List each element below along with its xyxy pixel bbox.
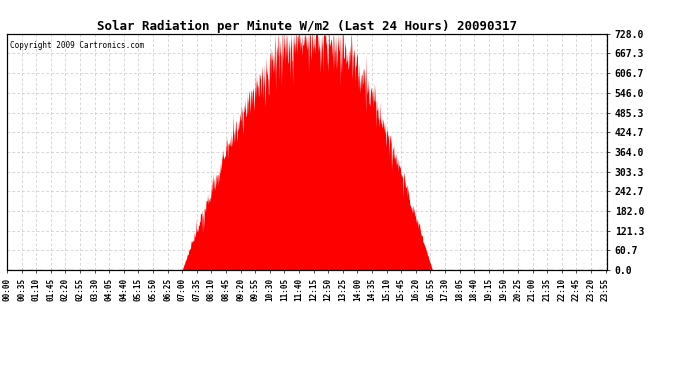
Title: Solar Radiation per Minute W/m2 (Last 24 Hours) 20090317: Solar Radiation per Minute W/m2 (Last 24…: [97, 20, 517, 33]
Text: Copyright 2009 Cartronics.com: Copyright 2009 Cartronics.com: [10, 41, 144, 50]
